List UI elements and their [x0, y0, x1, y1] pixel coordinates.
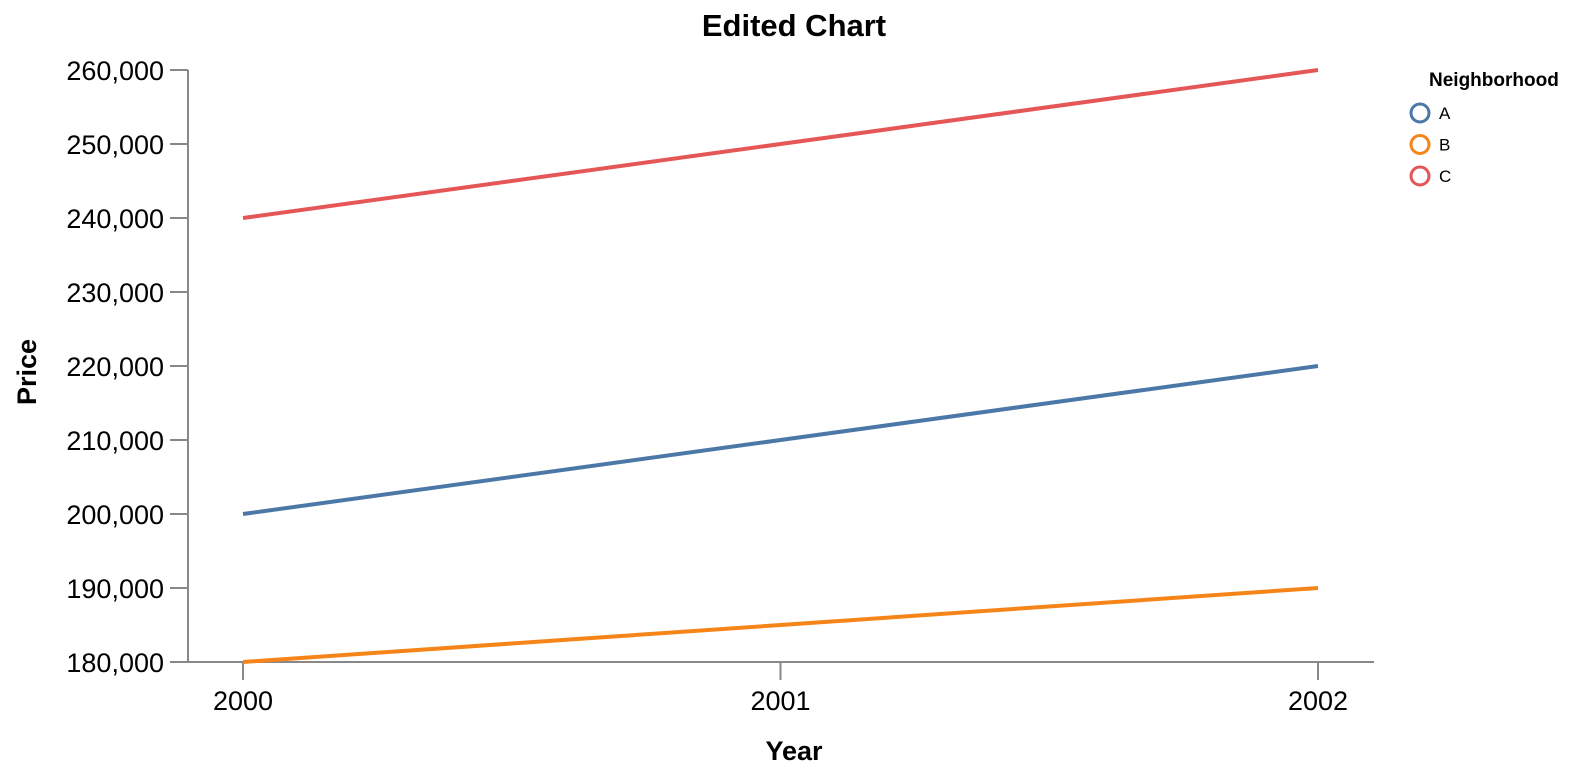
- y-axis-title: Price: [12, 339, 42, 405]
- x-axis-title: Year: [765, 736, 823, 766]
- x-tick-label: 2000: [213, 686, 273, 716]
- y-tick-label: 240,000: [66, 204, 164, 234]
- legend-symbol-a: [1409, 102, 1431, 124]
- x-axis: 2000 2001 2002: [188, 661, 1374, 716]
- y-tick-label: 180,000: [66, 648, 164, 678]
- x-tick-label: 2001: [750, 686, 810, 716]
- legend-label-b: B: [1439, 136, 1450, 155]
- y-axis: 180,000 190,000 200,000 210,000 220,000 230,0…: [66, 56, 189, 678]
- x-tick-label: 2002: [1288, 686, 1348, 716]
- legend: Neighborhood ABC: [1409, 70, 1559, 187]
- chart-title: Edited Chart: [702, 8, 886, 43]
- y-tick-label: 220,000: [66, 352, 164, 382]
- legend-label-c: C: [1439, 167, 1451, 186]
- legend-symbol-c: [1409, 165, 1431, 187]
- legend-title: Neighborhood: [1429, 70, 1559, 91]
- y-tick-label: 230,000: [66, 278, 164, 308]
- legend-label-a: A: [1439, 104, 1451, 123]
- series-line-a: [242, 364, 1319, 516]
- y-tick-label: 200,000: [66, 500, 164, 530]
- legend-symbol-b: [1409, 134, 1431, 155]
- plot-area: [242, 68, 1319, 664]
- y-tick-label: 260,000: [66, 56, 164, 86]
- y-tick-label: 210,000: [66, 426, 164, 456]
- y-tick-label: 190,000: [66, 574, 164, 604]
- series-line-b: [242, 586, 1319, 664]
- series-line-c: [242, 68, 1319, 220]
- y-tick-label: 250,000: [66, 130, 164, 160]
